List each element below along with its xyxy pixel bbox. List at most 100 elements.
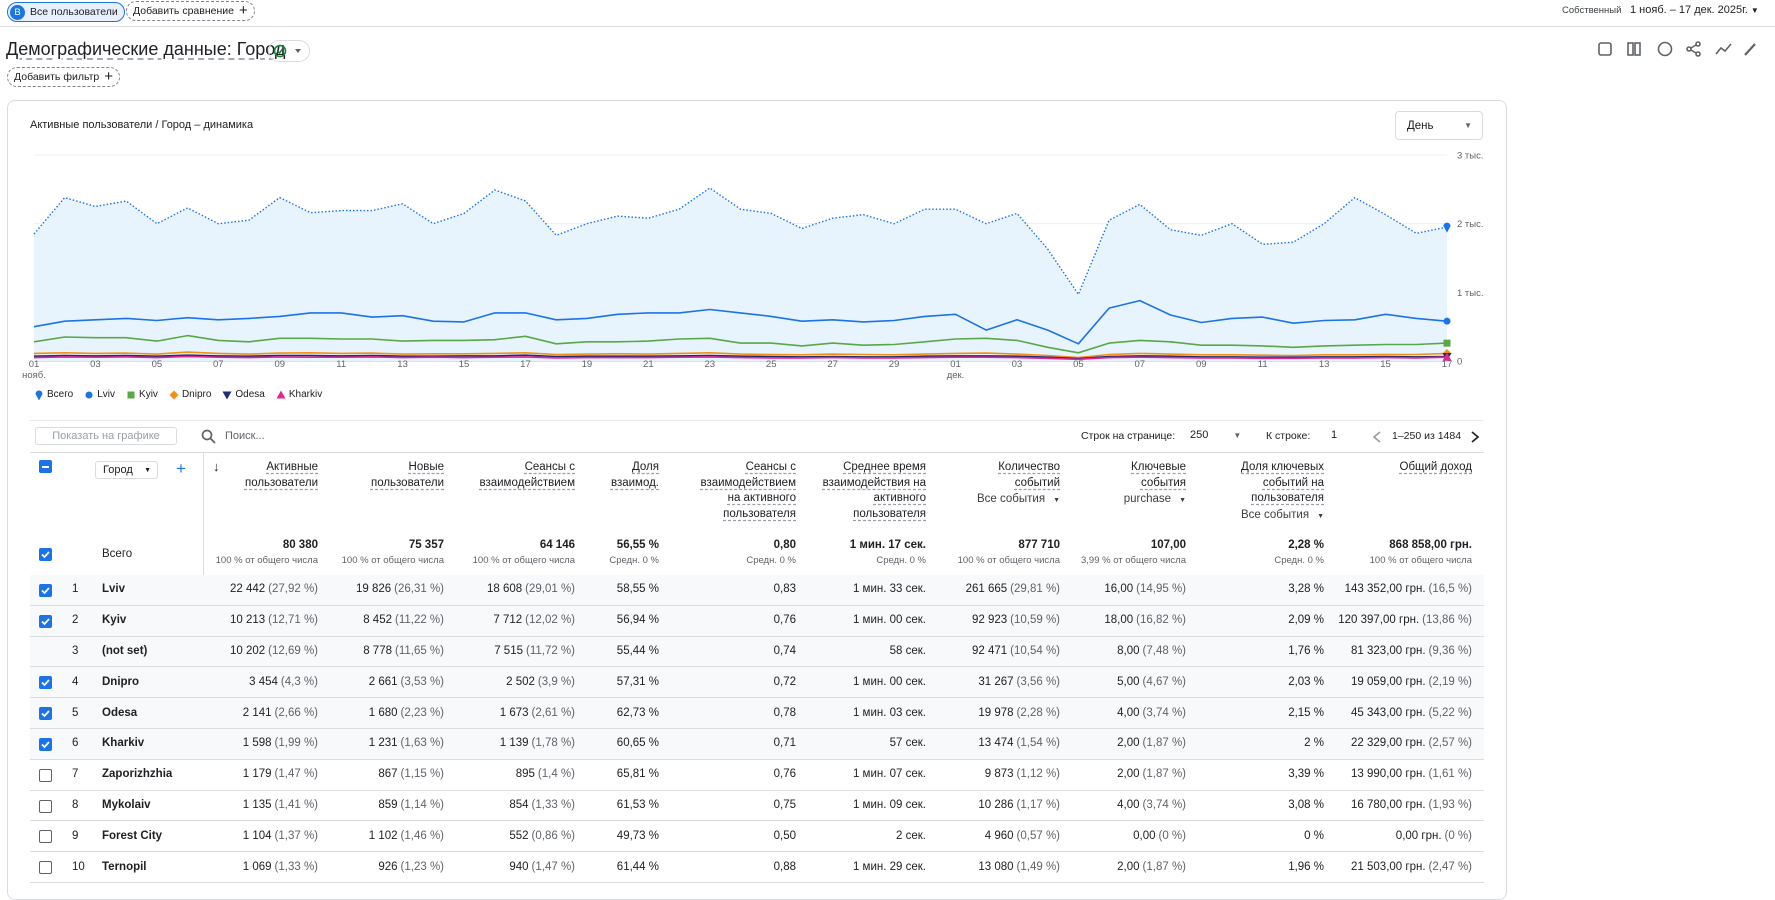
row-checkbox[interactable] [39, 768, 52, 782]
column-header[interactable]: Количество событий Все события ▼ [950, 460, 1060, 509]
cell-value: 2,03 % [1288, 675, 1324, 688]
go-to-row-input[interactable]: 1 [1331, 429, 1337, 441]
y-tick-label: 1 тыс. [1457, 288, 1484, 299]
column-header[interactable]: Доля ключевых событий на пользователя Все… [1209, 460, 1324, 524]
row-checkbox[interactable] [39, 583, 52, 597]
column-filter-value: Все события [977, 493, 1046, 505]
sort-arrow[interactable]: ↓ [213, 459, 220, 474]
cell-share: (0 %) [1444, 829, 1472, 842]
search-input[interactable]: Поиск... [225, 430, 265, 442]
granularity-select[interactable]: День ▼ [1395, 111, 1483, 140]
row-city: Zaporizhzhia [102, 768, 173, 781]
totals-share: 100 % от общего числа [1369, 555, 1472, 566]
table-cell: 867 (1,15 %) [378, 768, 444, 780]
row-checkbox[interactable] [39, 614, 52, 628]
cell-share: (1,54 %) [1016, 737, 1060, 750]
x-tick-label: 25 [765, 359, 777, 370]
legend-item[interactable]: Всего [34, 389, 73, 400]
column-filter[interactable]: purchase ▼ [1124, 492, 1186, 509]
table-cell: 1 102 (1,46 %) [369, 830, 444, 842]
legend-label: Kyiv [139, 389, 158, 400]
row-checkbox[interactable] [39, 861, 52, 875]
add-filter[interactable]: Добавить фильтр + [7, 67, 121, 87]
cell-share: (16,82 %) [1136, 614, 1186, 627]
cell-value: 1 мин. 03 сек. [852, 706, 926, 719]
column-title: Сеансы с взаимодействием на активного по… [700, 461, 796, 520]
x-tick-label: 05 [1073, 359, 1084, 370]
cell-value: 1 069 [242, 860, 272, 873]
table-row[interactable] [30, 729, 1484, 760]
icon-compare[interactable] [1627, 42, 1641, 56]
column-header[interactable]: Сеансы с взаимодействием на активного по… [686, 460, 796, 522]
dimension-select[interactable]: Город ▼ [95, 461, 158, 479]
column-header[interactable]: Новые пользователи [354, 460, 444, 491]
row-checkbox[interactable] [39, 737, 52, 751]
status-icon [273, 44, 301, 58]
table-cell: 22 329,00 грн. (2,57 %) [1351, 737, 1472, 749]
icon-insights[interactable] [1657, 41, 1673, 57]
legend-item[interactable]: Kyiv [126, 389, 158, 400]
icon-edit[interactable] [1744, 43, 1756, 56]
plot-button[interactable]: Показать на графике [35, 427, 177, 445]
table-row[interactable] [30, 605, 1484, 637]
column-filter[interactable]: Все события ▼ [977, 492, 1060, 509]
legend-item[interactable]: Kharkiv [276, 389, 322, 400]
table-row[interactable] [30, 667, 1484, 699]
status-chip[interactable] [268, 40, 310, 62]
cell-value: 867 [378, 768, 398, 781]
column-header[interactable]: Активные пользователи [228, 460, 318, 491]
column-header[interactable]: Сеансы с взаимодействием [475, 460, 575, 491]
totals-value: 107,00 [1150, 539, 1186, 551]
table-cell: 0,71 [774, 737, 796, 749]
totals-value: 1 мин. 17 сек. [849, 539, 926, 551]
table-cell: 18 608 (29,01 %) [487, 583, 575, 595]
legend-item[interactable]: Lviv [84, 389, 115, 400]
legend-item[interactable]: Dnipro [169, 389, 211, 400]
legend-item[interactable]: Odesa [222, 389, 265, 400]
select-all-checkbox[interactable] [39, 460, 52, 473]
cell-value: 18 608 [486, 583, 523, 596]
icon-share[interactable] [1686, 41, 1701, 57]
cell-value: 1 673 [499, 706, 529, 719]
table-row[interactable] [30, 636, 1484, 668]
row-city: Kyiv [102, 614, 127, 627]
column-title: Доля взаимод. [610, 461, 659, 489]
date-range[interactable]: 1 нояб. – 17 дек. 2025г. ▼ [1630, 4, 1759, 16]
cell-share: (1,93 %) [1428, 799, 1472, 811]
table-row[interactable] [30, 698, 1484, 729]
cell-share: (2,66 %) [274, 706, 318, 719]
segment-chip[interactable]: B Все пользователи [7, 2, 125, 22]
column-header[interactable]: Общий доход [1352, 460, 1473, 476]
x-tick-label: 09 [274, 359, 286, 370]
cell-share: (3,9 %) [537, 675, 575, 688]
table-row[interactable] [30, 759, 1484, 791]
column-header[interactable]: Среднее время взаимодействия на активног… [816, 460, 926, 522]
prev-page[interactable] [1371, 430, 1383, 444]
divider [30, 452, 1484, 453]
table-row[interactable] [30, 790, 1484, 822]
table-row[interactable] [30, 575, 1484, 606]
table-row[interactable] [30, 821, 1484, 853]
add-comparison[interactable]: Добавить сравнение + [126, 1, 255, 21]
column-header[interactable]: Доля взаимод. [593, 460, 659, 491]
table-cell: 1 мин. 09 сек. [853, 799, 926, 811]
row-checkbox[interactable] [39, 676, 52, 690]
row-checkbox[interactable] [39, 799, 52, 813]
cell-share: (29,81 %) [1010, 583, 1060, 596]
column-filter[interactable]: Все события ▼ [1241, 508, 1324, 525]
table-cell: 2 % [1304, 737, 1324, 749]
column-header[interactable]: Ключевые события purchase ▼ [1086, 460, 1186, 509]
cell-value: 1 мин. 07 сек. [852, 768, 926, 781]
icon-notes[interactable] [1598, 42, 1612, 56]
table-cell: 1 179 (1,47 %) [243, 768, 318, 780]
cell-share: (1,61 %) [1428, 768, 1472, 781]
rows-per-page-select[interactable]: 250 ▼ [1190, 429, 1241, 441]
icon-trend[interactable] [1715, 43, 1732, 55]
row-checkbox[interactable] [39, 830, 52, 844]
add-dimension[interactable]: + [176, 459, 186, 478]
row-checkbox[interactable] [39, 707, 52, 721]
cell-value: 8 778 [363, 645, 392, 657]
cell-share: (1,14 %) [400, 799, 444, 811]
next-page[interactable] [1469, 430, 1481, 444]
row-checkbox[interactable] [39, 548, 52, 561]
